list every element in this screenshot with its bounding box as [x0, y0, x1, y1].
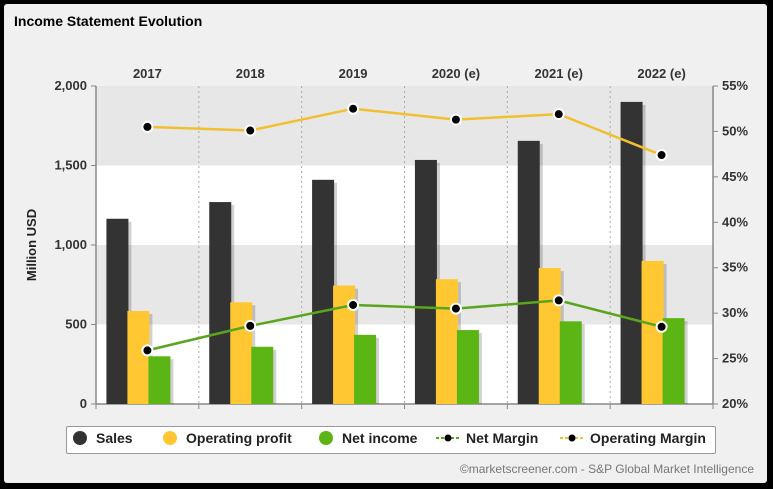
bar — [354, 334, 377, 404]
legend-marker — [73, 431, 87, 445]
bar — [538, 268, 561, 404]
credit-text: ©marketscreener.com - S&P Global Market … — [459, 462, 754, 476]
x-tick-label: 2019 — [339, 66, 368, 81]
legend-marker — [568, 434, 576, 442]
y2-tick-label: 40% — [722, 214, 748, 229]
y2-tick-label: 50% — [722, 123, 748, 138]
line-point — [347, 102, 360, 115]
bar — [641, 260, 664, 404]
line-point — [449, 113, 462, 126]
y2-tick-label: 20% — [722, 396, 748, 411]
y-tick-label: 500 — [65, 317, 87, 332]
legend-label: Sales — [96, 430, 133, 446]
legend-label: Operating Margin — [590, 430, 706, 446]
bar — [662, 318, 685, 404]
legend-label: Operating profit — [186, 430, 292, 446]
series-line — [147, 299, 662, 352]
y-tick-label: 1,500 — [54, 158, 87, 173]
chart-title: Income Statement Evolution — [14, 13, 203, 29]
bar — [209, 202, 232, 404]
series-line — [147, 107, 663, 157]
y2-tick-label: 35% — [722, 260, 748, 275]
x-tick-label: 2021 (e) — [535, 66, 583, 81]
bar — [148, 356, 171, 404]
x-tick-label: 2020 (e) — [432, 66, 480, 81]
bar — [106, 218, 129, 404]
bar — [251, 346, 274, 404]
x-tick-label: 2018 — [236, 66, 265, 81]
y-tick-label: 2,000 — [54, 78, 87, 93]
y-tick-label: 1,000 — [54, 237, 87, 252]
bar — [127, 310, 150, 404]
line-point — [655, 320, 668, 333]
y2-tick-label: 55% — [722, 78, 748, 93]
line-point — [552, 108, 565, 121]
bar — [333, 285, 356, 404]
line-point — [552, 294, 565, 307]
bar — [620, 101, 643, 405]
line-point — [244, 124, 257, 137]
line-point — [141, 120, 154, 133]
bar — [312, 179, 335, 404]
line-point — [347, 298, 360, 311]
legend-marker — [444, 434, 452, 442]
bar — [230, 302, 253, 404]
y2-tick-label: 30% — [722, 305, 748, 320]
line-point — [244, 319, 257, 332]
bar — [456, 330, 479, 404]
line-point — [449, 302, 462, 315]
x-tick-label: 2017 — [133, 66, 162, 81]
y-tick-label: 0 — [80, 396, 87, 411]
bar — [414, 159, 437, 404]
y2-tick-label: 45% — [722, 169, 748, 184]
y2-tick-label: 25% — [722, 351, 748, 366]
bar — [559, 321, 582, 404]
bar — [435, 279, 458, 404]
bar — [517, 140, 540, 405]
legend-label: Net Margin — [466, 430, 538, 446]
line-point — [655, 149, 668, 162]
legend-marker — [163, 431, 177, 445]
x-tick-label: 2022 (e) — [637, 66, 685, 81]
legend-label: Net income — [342, 430, 418, 446]
legend-marker — [319, 431, 333, 445]
y-axis-title: Million USD — [24, 209, 39, 281]
line-point — [141, 344, 154, 357]
